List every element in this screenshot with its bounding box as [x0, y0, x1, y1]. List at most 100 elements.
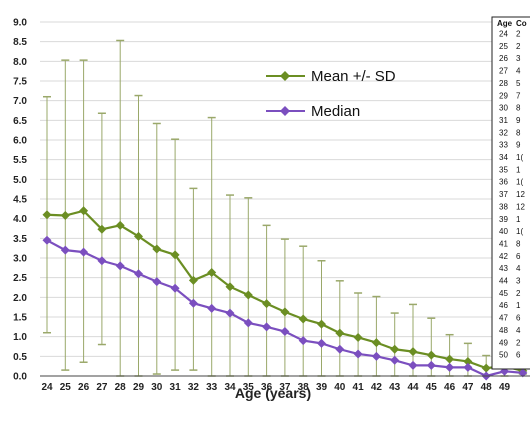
side-table-value: 5 — [516, 79, 521, 88]
series-markers — [42, 206, 528, 381]
side-table-value: 1( — [516, 153, 523, 162]
data-point — [188, 275, 198, 285]
side-table-age: 32 — [499, 128, 508, 137]
side-table-age: 43 — [499, 264, 508, 273]
x-tick-label: 43 — [389, 382, 401, 393]
x-tick-label: 45 — [426, 382, 438, 393]
y-tick-label: 1.0 — [13, 332, 27, 343]
x-axis-label: Age (years) — [235, 385, 311, 401]
side-table-value: 12 — [516, 190, 525, 199]
y-tick-label: 1.5 — [13, 313, 27, 324]
data-point — [152, 277, 162, 287]
side-table-age: 30 — [499, 104, 508, 113]
y-tick-label: 5.0 — [13, 175, 27, 186]
side-table-age: 35 — [499, 165, 508, 174]
data-point — [115, 261, 125, 271]
x-tick-label: 24 — [41, 382, 53, 393]
y-tick-label: 8.0 — [13, 57, 27, 68]
side-table-age: 49 — [499, 338, 508, 347]
data-point — [298, 314, 308, 324]
x-tick-label: 35 — [243, 382, 255, 393]
data-point — [79, 247, 89, 257]
side-table-age: 40 — [499, 227, 508, 236]
y-tick-label: 3.5 — [13, 234, 27, 245]
side-table-header-co: Co — [516, 19, 527, 28]
side-table-age: 26 — [499, 54, 508, 63]
data-point — [188, 298, 198, 308]
data-point — [42, 235, 52, 245]
side-table-value: 4 — [516, 67, 521, 76]
data-point — [207, 268, 217, 278]
side-table-age: 46 — [499, 301, 508, 310]
side-table-age: 47 — [499, 314, 508, 323]
x-axis-ticks: 24 25 26 27 28 29 30 31 32 33 34 35 36 37 38 39 40 41 42 43… — [41, 382, 510, 393]
side-table-age: 38 — [499, 202, 508, 211]
data-point — [243, 290, 253, 300]
side-table-value: 3 — [516, 54, 521, 63]
x-tick-label: 34 — [224, 382, 236, 393]
y-axis-ticks: 0.0 0.5 1.0 1.5 2.0 2.5 3.0 3.5 4.0 4.5 5.0 5.5 6.0 6… — [13, 18, 27, 383]
x-tick-label: 31 — [170, 382, 182, 393]
data-point — [445, 354, 455, 364]
y-tick-label: 6.5 — [13, 116, 27, 127]
side-table-age: 39 — [499, 215, 508, 224]
x-tick-label: 38 — [298, 382, 310, 393]
side-table-age: 34 — [499, 153, 508, 162]
side-table-value: 1( — [516, 227, 523, 236]
x-tick-label: 36 — [261, 382, 273, 393]
y-tick-label: 6.0 — [13, 136, 27, 147]
data-point — [262, 299, 272, 309]
side-table-value: 6 — [516, 314, 521, 323]
y-tick-label: 4.5 — [13, 195, 27, 206]
x-tick-label: 32 — [188, 382, 200, 393]
data-point — [463, 362, 473, 372]
data-point — [42, 210, 52, 220]
data-point — [170, 250, 180, 260]
side-table-age: 25 — [499, 42, 508, 51]
data-point — [408, 347, 418, 357]
side-table-age: 42 — [499, 252, 508, 261]
data-point — [335, 344, 345, 354]
side-table-age: 27 — [499, 67, 508, 76]
x-tick-label: 41 — [353, 382, 365, 393]
side-table-value: 12 — [516, 202, 525, 211]
x-tick-label: 46 — [444, 382, 456, 393]
data-point — [97, 224, 107, 234]
data-point — [445, 362, 455, 372]
data-point — [317, 338, 326, 348]
y-tick-label: 7.5 — [13, 77, 27, 88]
data-point — [115, 220, 125, 230]
side-table-value: 9 — [516, 141, 521, 150]
side-table-value: 2 — [516, 289, 521, 298]
data-point — [225, 308, 235, 318]
side-table-age: 29 — [499, 91, 508, 100]
side-table-age: 45 — [499, 289, 508, 298]
x-tick-label: 33 — [206, 382, 218, 393]
side-table-value: 2 — [516, 30, 521, 39]
data-point — [298, 336, 308, 346]
data-point — [60, 245, 70, 255]
data-point — [390, 344, 400, 354]
legend-median-label: Median — [311, 103, 360, 120]
x-tick-label: 26 — [78, 382, 90, 393]
side-table-border — [491, 16, 530, 370]
side-table-value: 4 — [516, 264, 521, 273]
x-tick-label: 49 — [499, 382, 511, 393]
side-table-value: 6 — [516, 252, 521, 261]
data-point — [353, 332, 363, 342]
y-tick-label: 8.5 — [13, 37, 27, 48]
data-point — [280, 307, 290, 317]
side-table-value: 1 — [516, 301, 521, 310]
x-tick-label: 44 — [407, 382, 419, 393]
data-point — [243, 318, 253, 328]
side-table-age: 33 — [499, 141, 508, 150]
side-table-age: 37 — [499, 190, 508, 199]
side-table-age: 41 — [499, 239, 508, 248]
data-point — [518, 368, 528, 378]
data-point — [426, 350, 436, 360]
x-tick-label: 40 — [334, 382, 346, 393]
y-tick-label: 0.0 — [13, 372, 27, 383]
side-table-value: 6 — [516, 351, 521, 360]
data-point — [426, 360, 436, 370]
